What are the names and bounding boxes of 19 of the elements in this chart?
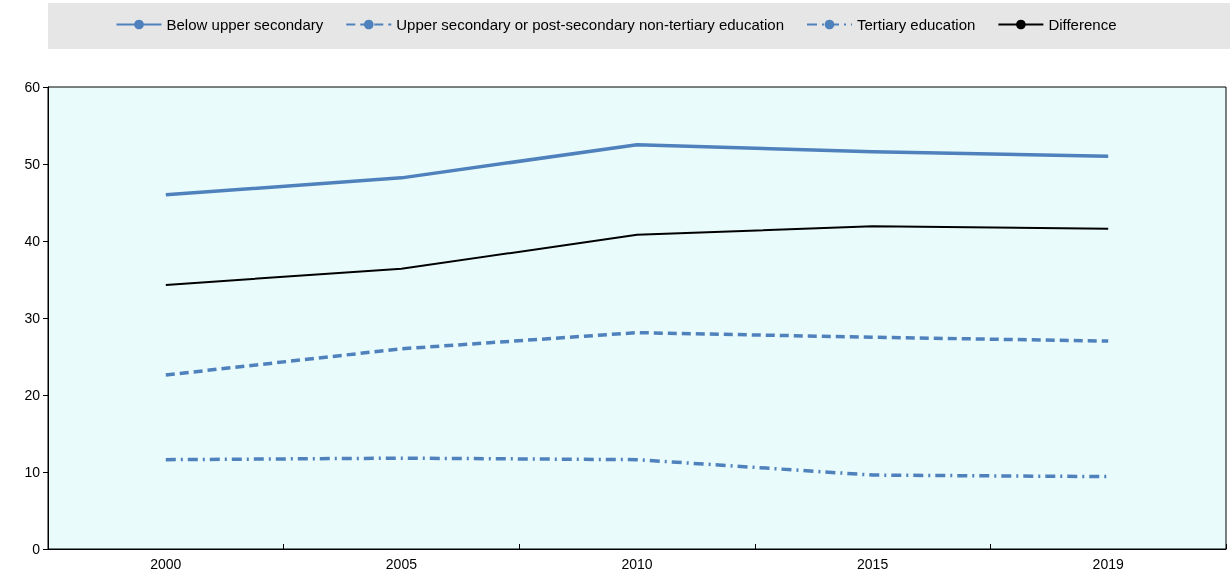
y-tick-label: 60 (24, 79, 41, 95)
y-tick-label: 0 (32, 541, 41, 557)
y-tick-label: 10 (24, 464, 41, 480)
line-series (164, 143, 1110, 197)
y-tick-label: 30 (24, 310, 41, 326)
y-tick-label: 40 (24, 233, 41, 249)
legend-label: Below upper secondary (166, 16, 324, 33)
y-tick-label: 20 (24, 387, 41, 403)
line-series (164, 330, 1110, 377)
legend-label: Upper secondary or post-secondary non-tertiary education (396, 16, 784, 33)
line-series (164, 225, 1110, 286)
x-tick-label: 2005 (385, 556, 418, 572)
y-tick-label: 50 (24, 156, 41, 172)
x-tick-label: 2000 (150, 556, 182, 572)
legend-label: Tertiary education (856, 16, 976, 33)
x-tick-label: 2010 (621, 556, 653, 572)
x-tick-label: 2019 (1092, 556, 1124, 572)
legend-label: Difference (1048, 16, 1117, 33)
x-tick-label: 2015 (857, 556, 889, 572)
